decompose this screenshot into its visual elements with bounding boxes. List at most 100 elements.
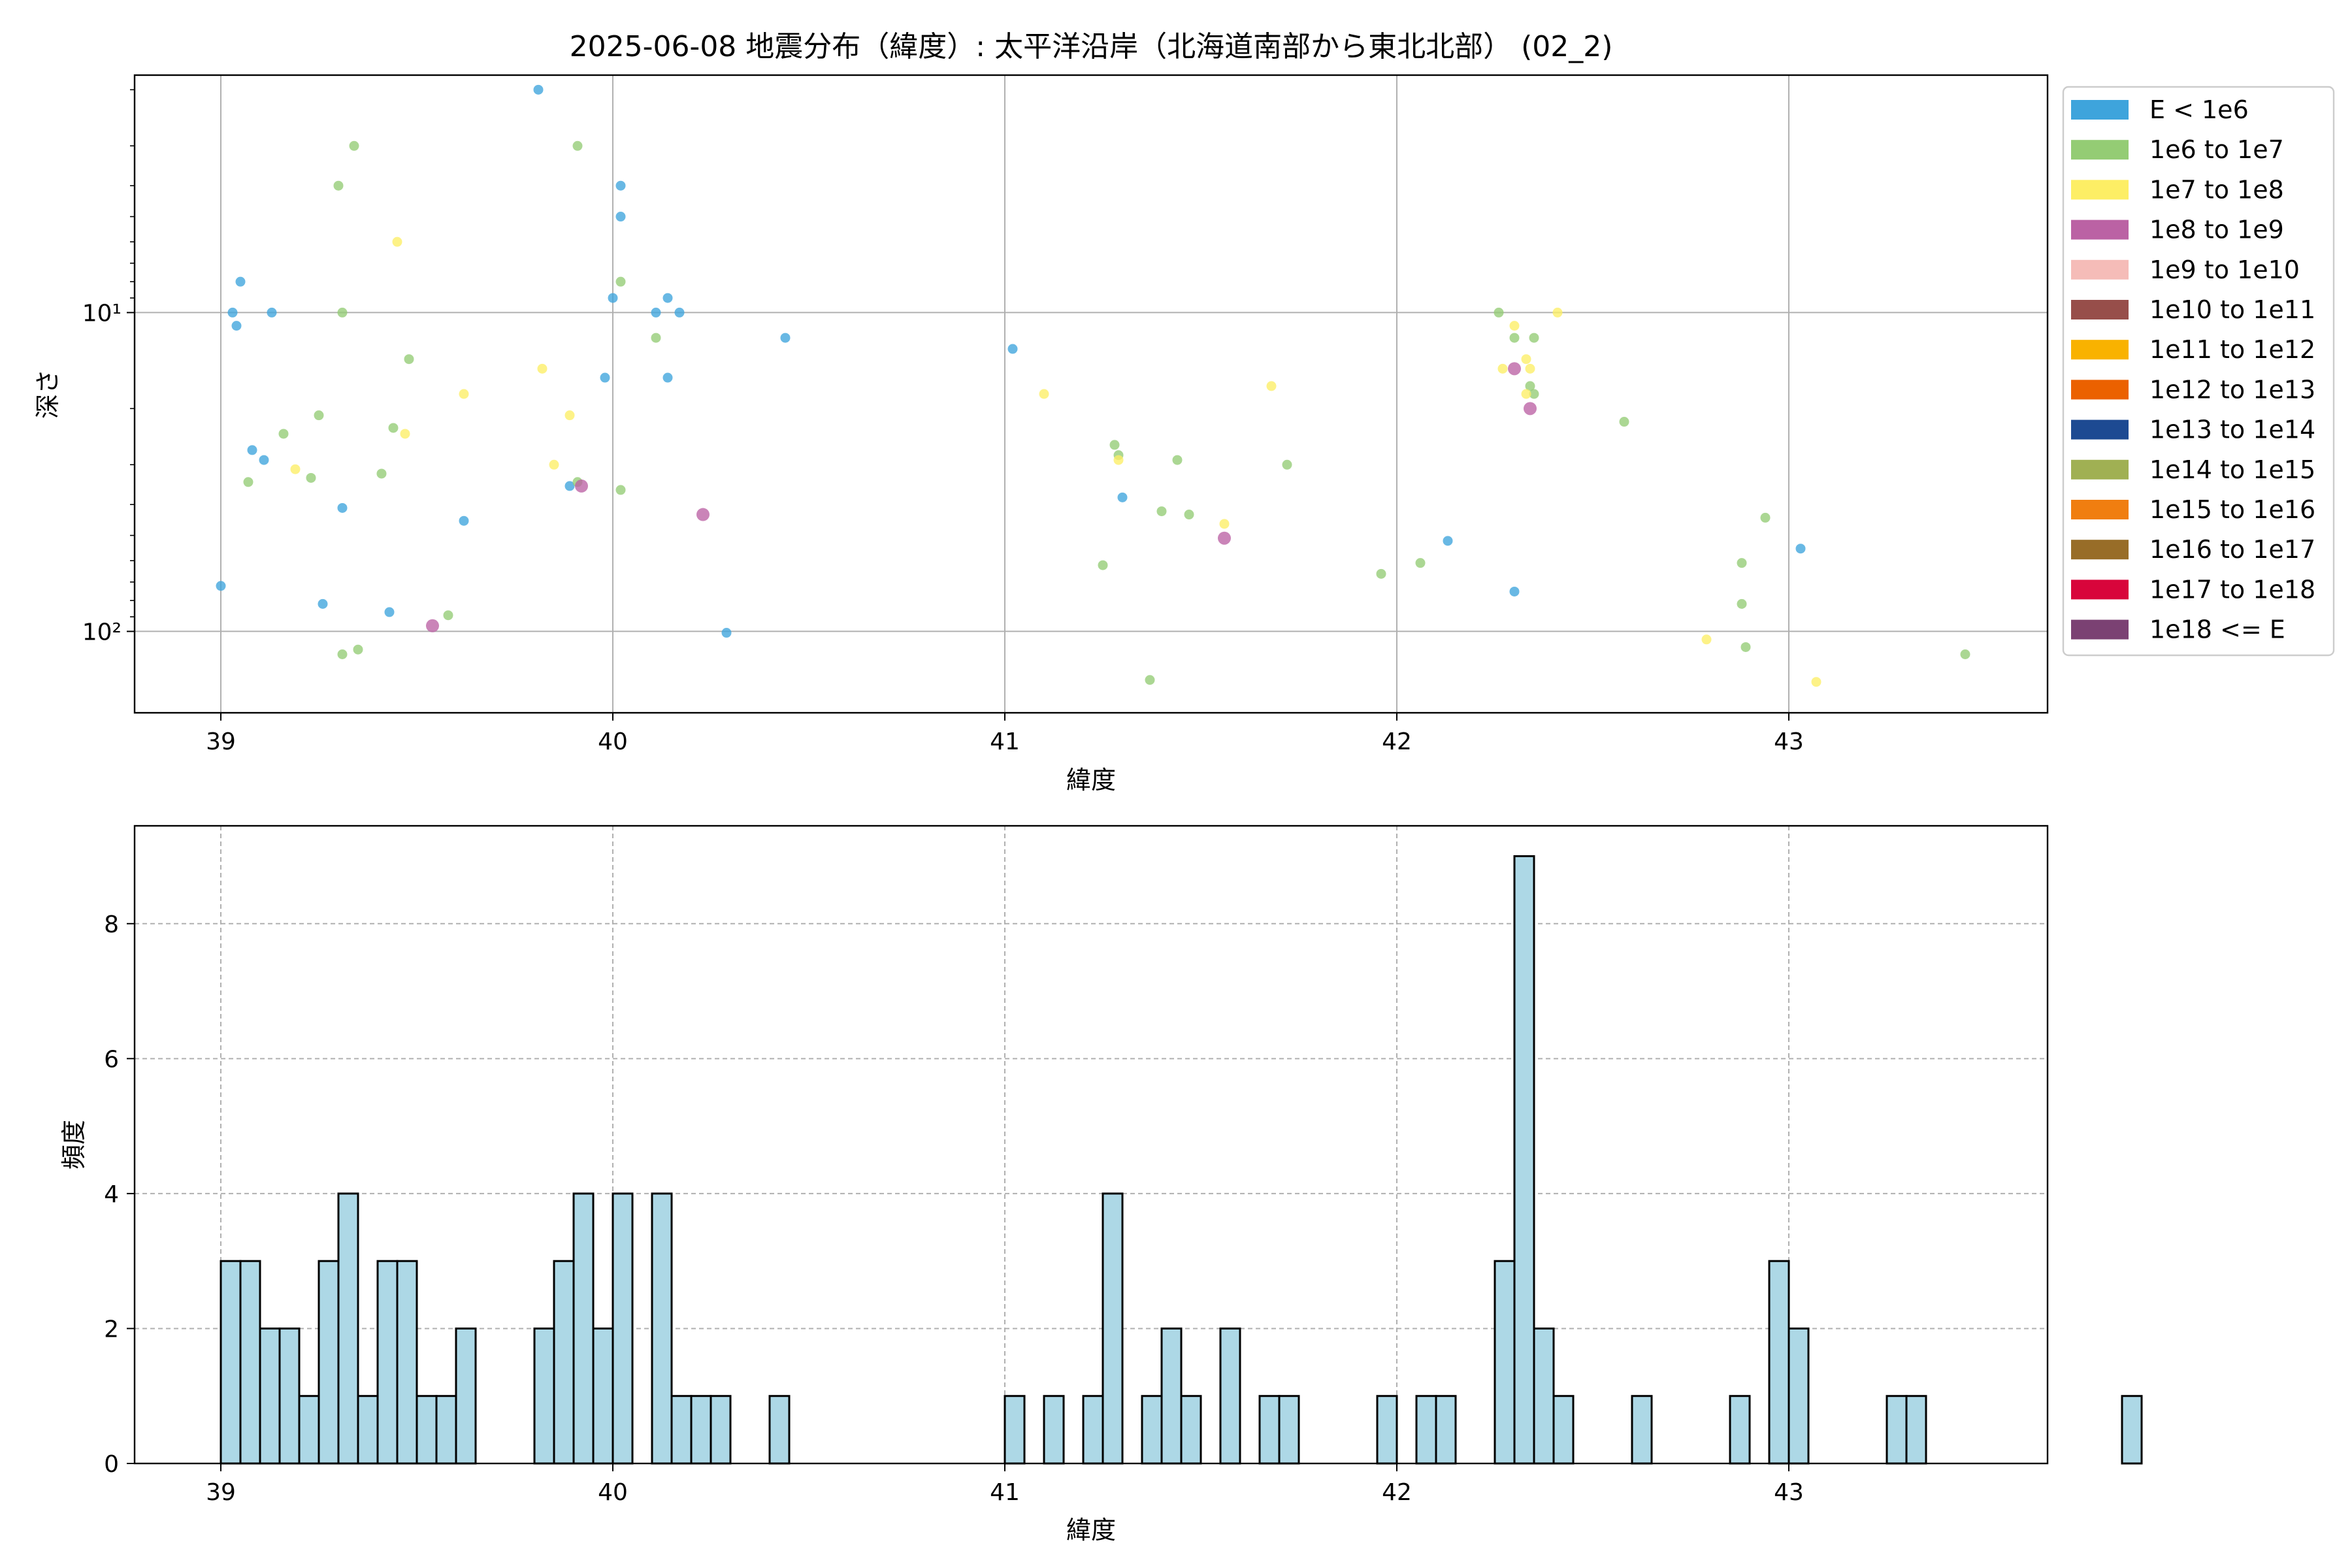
legend-label: 1e9 to 1e10 <box>2149 255 2300 284</box>
legend-swatch <box>2071 419 2129 440</box>
histogram-x-ticks: 39 40 41 42 43 <box>206 1463 1804 1506</box>
histogram-bar <box>357 1395 379 1465</box>
scatter-point <box>1509 586 1520 596</box>
scatter-point <box>1376 568 1386 579</box>
legend-swatch <box>2071 540 2129 560</box>
scatter-point <box>1529 333 1539 343</box>
histogram-bar <box>1435 1395 1457 1465</box>
scatter-point <box>1521 354 1531 365</box>
scatter-point <box>1443 536 1453 546</box>
scatter-axes-frame <box>133 74 2049 714</box>
scatter-point <box>662 372 673 383</box>
scatter-x-tick-label: 42 <box>1382 728 1412 755</box>
histogram-bar <box>1004 1395 1026 1465</box>
scatter-y-ticks: 10¹ 10² <box>82 89 135 645</box>
legend-label: 1e12 to 1e13 <box>2149 375 2315 404</box>
scatter-point <box>1701 634 1712 645</box>
scatter-point <box>1524 402 1537 416</box>
histogram-bar <box>376 1260 399 1465</box>
histogram-bar <box>318 1260 340 1465</box>
scatter-point <box>231 321 242 331</box>
scatter-point <box>564 410 575 421</box>
histogram-bar <box>1141 1395 1163 1465</box>
scatter-point <box>1494 307 1504 318</box>
legend-swatch <box>2071 580 2129 600</box>
scatter-point <box>1509 333 1520 343</box>
histogram-bar <box>1905 1395 1927 1465</box>
scatter-point <box>721 628 732 638</box>
scatter-point <box>216 581 226 591</box>
histogram-bar <box>435 1395 457 1465</box>
scatter-point <box>1508 362 1521 376</box>
legend-swatch <box>2071 180 2129 200</box>
histogram-y-tick-label: 8 <box>104 911 119 938</box>
histogram-bar <box>768 1395 791 1465</box>
scatter-point <box>1737 558 1747 568</box>
scatter-point <box>780 333 791 343</box>
scatter-point <box>1525 381 1535 391</box>
scatter-x-ticks: 39 40 41 42 43 <box>206 713 1804 755</box>
legend-swatch <box>2071 300 2129 319</box>
legend-swatch <box>2071 380 2129 400</box>
legend: E < 1e6 1e6 to 1e7 1e7 to 1e8 1e8 to 1e9 1e9… <box>2062 86 2335 657</box>
scatter-point <box>353 644 363 655</box>
histogram-bar <box>553 1260 575 1465</box>
histogram-bar <box>1729 1395 1751 1465</box>
scatter-point <box>600 372 610 383</box>
scatter-point <box>243 477 253 487</box>
scatter-point <box>1619 417 1629 427</box>
histogram-bar <box>1160 1327 1183 1465</box>
scatter-point <box>459 389 469 399</box>
histogram-bar <box>1102 1192 1124 1465</box>
scatter-point <box>1007 344 1018 354</box>
scatter-point <box>1266 381 1277 391</box>
legend-label: 1e14 to 1e15 <box>2149 455 2315 484</box>
histogram-bar <box>690 1395 712 1465</box>
histogram-bar <box>1533 1327 1555 1465</box>
scatter-point <box>564 481 575 491</box>
histogram-bar <box>220 1260 242 1465</box>
scatter-point <box>384 607 395 617</box>
legend-swatch <box>2071 340 2129 360</box>
scatter-point <box>1740 642 1751 652</box>
histogram-bar <box>298 1395 320 1465</box>
scatter-point <box>337 649 348 660</box>
legend-label: 1e13 to 1e14 <box>2149 416 2315 444</box>
scatter-point <box>1184 510 1194 520</box>
scatter-point <box>1795 544 1806 554</box>
histogram-bar <box>1494 1260 1516 1465</box>
scatter-point <box>572 140 583 151</box>
legend-label: 1e17 to 1e18 <box>2149 575 2315 604</box>
histogram-y-tick-label: 0 <box>104 1451 119 1478</box>
scatter-point <box>615 276 626 287</box>
scatter-point <box>608 293 618 303</box>
scatter-point <box>651 333 661 343</box>
scatter-point <box>615 485 626 495</box>
scatter-point <box>1760 512 1771 523</box>
scatter-point <box>1521 389 1531 399</box>
scatter-point <box>400 429 410 439</box>
histogram-x-tick-label: 42 <box>1382 1479 1412 1506</box>
scatter-point <box>376 468 387 479</box>
histogram-x-tick-label: 39 <box>206 1479 236 1506</box>
histogram-bar <box>592 1327 614 1465</box>
histogram-bar <box>533 1327 555 1465</box>
histogram-bar <box>710 1395 732 1465</box>
histogram-bar <box>1278 1395 1300 1465</box>
histogram-bar <box>1219 1327 1241 1465</box>
histogram-bar <box>1552 1395 1575 1465</box>
histogram-bar <box>1082 1395 1104 1465</box>
scatter-point <box>333 180 344 191</box>
histogram-bar <box>259 1327 281 1465</box>
scatter-point <box>426 619 439 632</box>
scatter-point <box>337 502 348 513</box>
scatter-x-tick-label: 39 <box>206 728 236 755</box>
scatter-point <box>318 598 328 609</box>
scatter-point <box>615 180 626 191</box>
scatter-point <box>267 307 277 318</box>
legend-swatch <box>2071 220 2129 240</box>
legend-label: 1e6 to 1e7 <box>2149 135 2284 164</box>
histogram-x-axis-label: 緯度 <box>1066 1516 1116 1544</box>
scatter-point <box>443 610 453 621</box>
